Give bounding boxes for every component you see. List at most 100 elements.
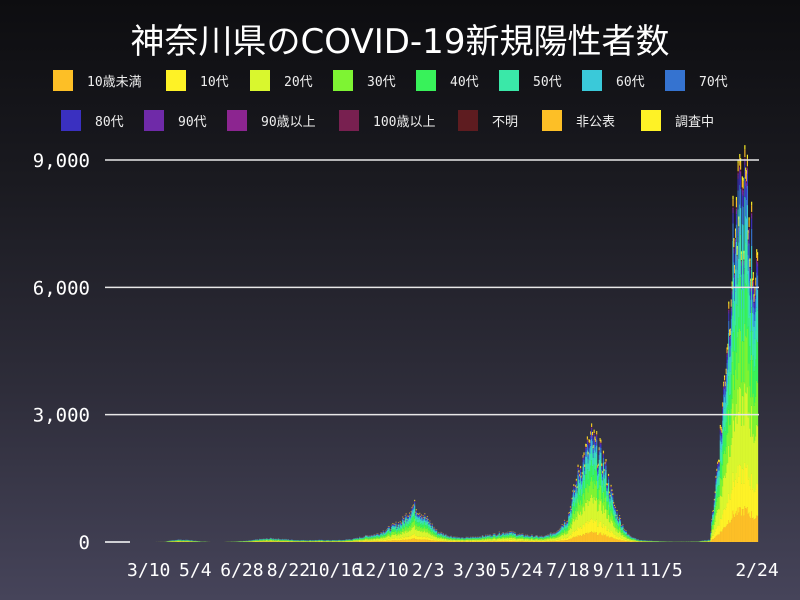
bar <box>274 538 276 542</box>
legend-swatch <box>227 110 247 131</box>
legend-label: 30代 <box>367 75 396 90</box>
bar <box>186 540 188 542</box>
bar-segment <box>514 533 516 535</box>
bar-segment <box>255 540 257 542</box>
legend-item: 不明 <box>458 110 518 131</box>
bar <box>178 539 180 542</box>
bar <box>320 540 322 542</box>
bar <box>269 538 271 542</box>
bar-segment <box>522 534 524 536</box>
chart-title: 神奈川県のCOVID-19新規陽性者数 <box>130 22 670 62</box>
bar-segment <box>257 540 259 542</box>
bar-segment <box>277 539 279 541</box>
bar-segment <box>270 539 273 541</box>
bar <box>254 539 257 542</box>
bar-segment <box>265 539 268 541</box>
legend-label: 10歳未満 <box>87 75 142 90</box>
bar-segment <box>287 540 290 542</box>
bar-segment <box>281 540 283 542</box>
bar <box>237 541 240 542</box>
legend-swatch <box>61 110 81 131</box>
bar <box>314 540 316 542</box>
bar <box>302 540 304 542</box>
bar-segment <box>263 540 265 542</box>
bar <box>267 539 269 542</box>
legend-label: 10代 <box>200 75 229 90</box>
bar-segment <box>270 539 273 540</box>
bar <box>195 540 197 542</box>
bar-segment <box>271 540 273 542</box>
bar-segment <box>265 540 268 542</box>
legend-item: 100歳以上 <box>339 110 435 131</box>
bar-segment <box>507 532 509 534</box>
bar <box>180 539 182 542</box>
bar <box>189 540 191 542</box>
bar-segment <box>286 540 288 542</box>
bar <box>177 539 179 542</box>
bar <box>171 540 174 542</box>
bar-segment <box>263 540 265 541</box>
bar <box>176 539 179 542</box>
bar <box>320 539 323 542</box>
bar <box>303 539 305 542</box>
bar <box>247 540 249 542</box>
legend-label: 70代 <box>699 75 728 90</box>
bar <box>194 540 196 542</box>
bar <box>265 538 267 542</box>
bar <box>308 540 310 542</box>
bar <box>294 540 296 542</box>
bar-segment <box>405 514 407 516</box>
bar <box>187 539 190 542</box>
bar-segment <box>275 540 277 542</box>
bar <box>261 539 263 542</box>
bar-segment <box>388 528 390 530</box>
legend-swatch <box>53 70 73 91</box>
bar-segment <box>276 540 279 542</box>
legend-label: 調査中 <box>675 115 715 130</box>
bar-segment <box>403 519 405 521</box>
bar-segment <box>270 540 272 542</box>
bar <box>245 540 247 542</box>
bar-segment <box>405 517 407 520</box>
bar <box>278 538 280 542</box>
bar <box>198 541 200 542</box>
bar <box>317 539 319 542</box>
bar <box>293 540 295 542</box>
legend-item: 非公表 <box>542 110 615 131</box>
bar-segment <box>498 532 500 534</box>
bar-segment <box>424 514 426 516</box>
bar <box>268 538 270 542</box>
bar <box>287 539 290 542</box>
legend-label: 不明 <box>492 115 519 130</box>
bar-segment <box>415 511 417 514</box>
bar-segment <box>285 540 287 542</box>
bar-segment <box>436 531 438 534</box>
bar-segment <box>498 533 500 534</box>
legend-item: 90代 <box>144 110 207 131</box>
bar-segment <box>424 515 426 518</box>
bar-segment <box>272 540 274 542</box>
bar <box>181 540 183 542</box>
bar-segment <box>274 540 276 542</box>
bar <box>238 541 240 542</box>
bar-segment <box>397 523 400 525</box>
legend-swatch <box>458 110 478 131</box>
bar-segment <box>264 540 266 542</box>
bar <box>270 537 272 542</box>
bar-segment <box>415 509 417 511</box>
bar <box>277 538 279 542</box>
legend-swatch <box>499 70 519 91</box>
bar <box>259 538 261 542</box>
legend-item: 50代 <box>499 70 562 91</box>
bar-segment <box>427 520 429 521</box>
bar-segment <box>414 503 416 506</box>
bar <box>171 540 173 542</box>
bar <box>249 540 251 542</box>
bar <box>284 539 286 542</box>
legend-item: 調査中 <box>641 110 714 131</box>
bar <box>239 541 241 542</box>
bar <box>319 539 321 542</box>
bar <box>168 540 170 542</box>
legend-swatch <box>166 70 186 91</box>
bar-segment <box>268 540 270 542</box>
